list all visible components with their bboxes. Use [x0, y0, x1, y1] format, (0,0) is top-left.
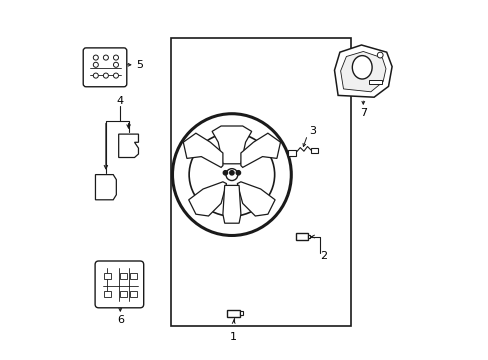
Text: 1: 1 — [230, 332, 237, 342]
Circle shape — [113, 73, 118, 78]
Circle shape — [93, 55, 98, 60]
Polygon shape — [237, 182, 275, 216]
Polygon shape — [223, 185, 241, 223]
Circle shape — [93, 73, 98, 78]
Bar — [120, 273, 126, 279]
Text: 3: 3 — [309, 126, 316, 136]
Circle shape — [236, 171, 240, 175]
Polygon shape — [241, 133, 280, 167]
Text: 6: 6 — [117, 315, 123, 325]
Bar — [240, 311, 243, 315]
Bar — [130, 273, 137, 279]
Bar — [227, 310, 240, 317]
Bar — [170, 38, 350, 326]
Circle shape — [93, 62, 98, 67]
Bar — [307, 235, 310, 238]
Ellipse shape — [351, 56, 371, 79]
Polygon shape — [334, 45, 391, 97]
Text: 4: 4 — [117, 96, 123, 106]
Bar — [368, 80, 382, 84]
FancyBboxPatch shape — [95, 261, 143, 308]
Bar — [104, 273, 110, 279]
Text: 5: 5 — [136, 60, 143, 70]
FancyBboxPatch shape — [83, 48, 126, 87]
Circle shape — [103, 55, 108, 60]
Polygon shape — [119, 134, 138, 158]
Circle shape — [113, 55, 118, 60]
Ellipse shape — [189, 133, 274, 216]
Bar — [310, 148, 318, 153]
Text: 7: 7 — [359, 108, 366, 118]
Circle shape — [223, 171, 227, 175]
Bar — [120, 291, 126, 297]
Polygon shape — [340, 51, 385, 92]
Bar — [287, 150, 295, 156]
Bar — [130, 291, 137, 297]
Circle shape — [225, 168, 237, 181]
Text: 2: 2 — [320, 251, 326, 261]
Polygon shape — [183, 133, 223, 167]
Bar — [296, 233, 307, 240]
Polygon shape — [188, 182, 226, 216]
Polygon shape — [212, 126, 251, 164]
Bar — [104, 291, 110, 297]
Circle shape — [377, 52, 382, 58]
Circle shape — [229, 171, 234, 175]
Ellipse shape — [172, 114, 291, 235]
Polygon shape — [95, 175, 116, 200]
Circle shape — [113, 62, 118, 67]
Circle shape — [103, 73, 108, 78]
